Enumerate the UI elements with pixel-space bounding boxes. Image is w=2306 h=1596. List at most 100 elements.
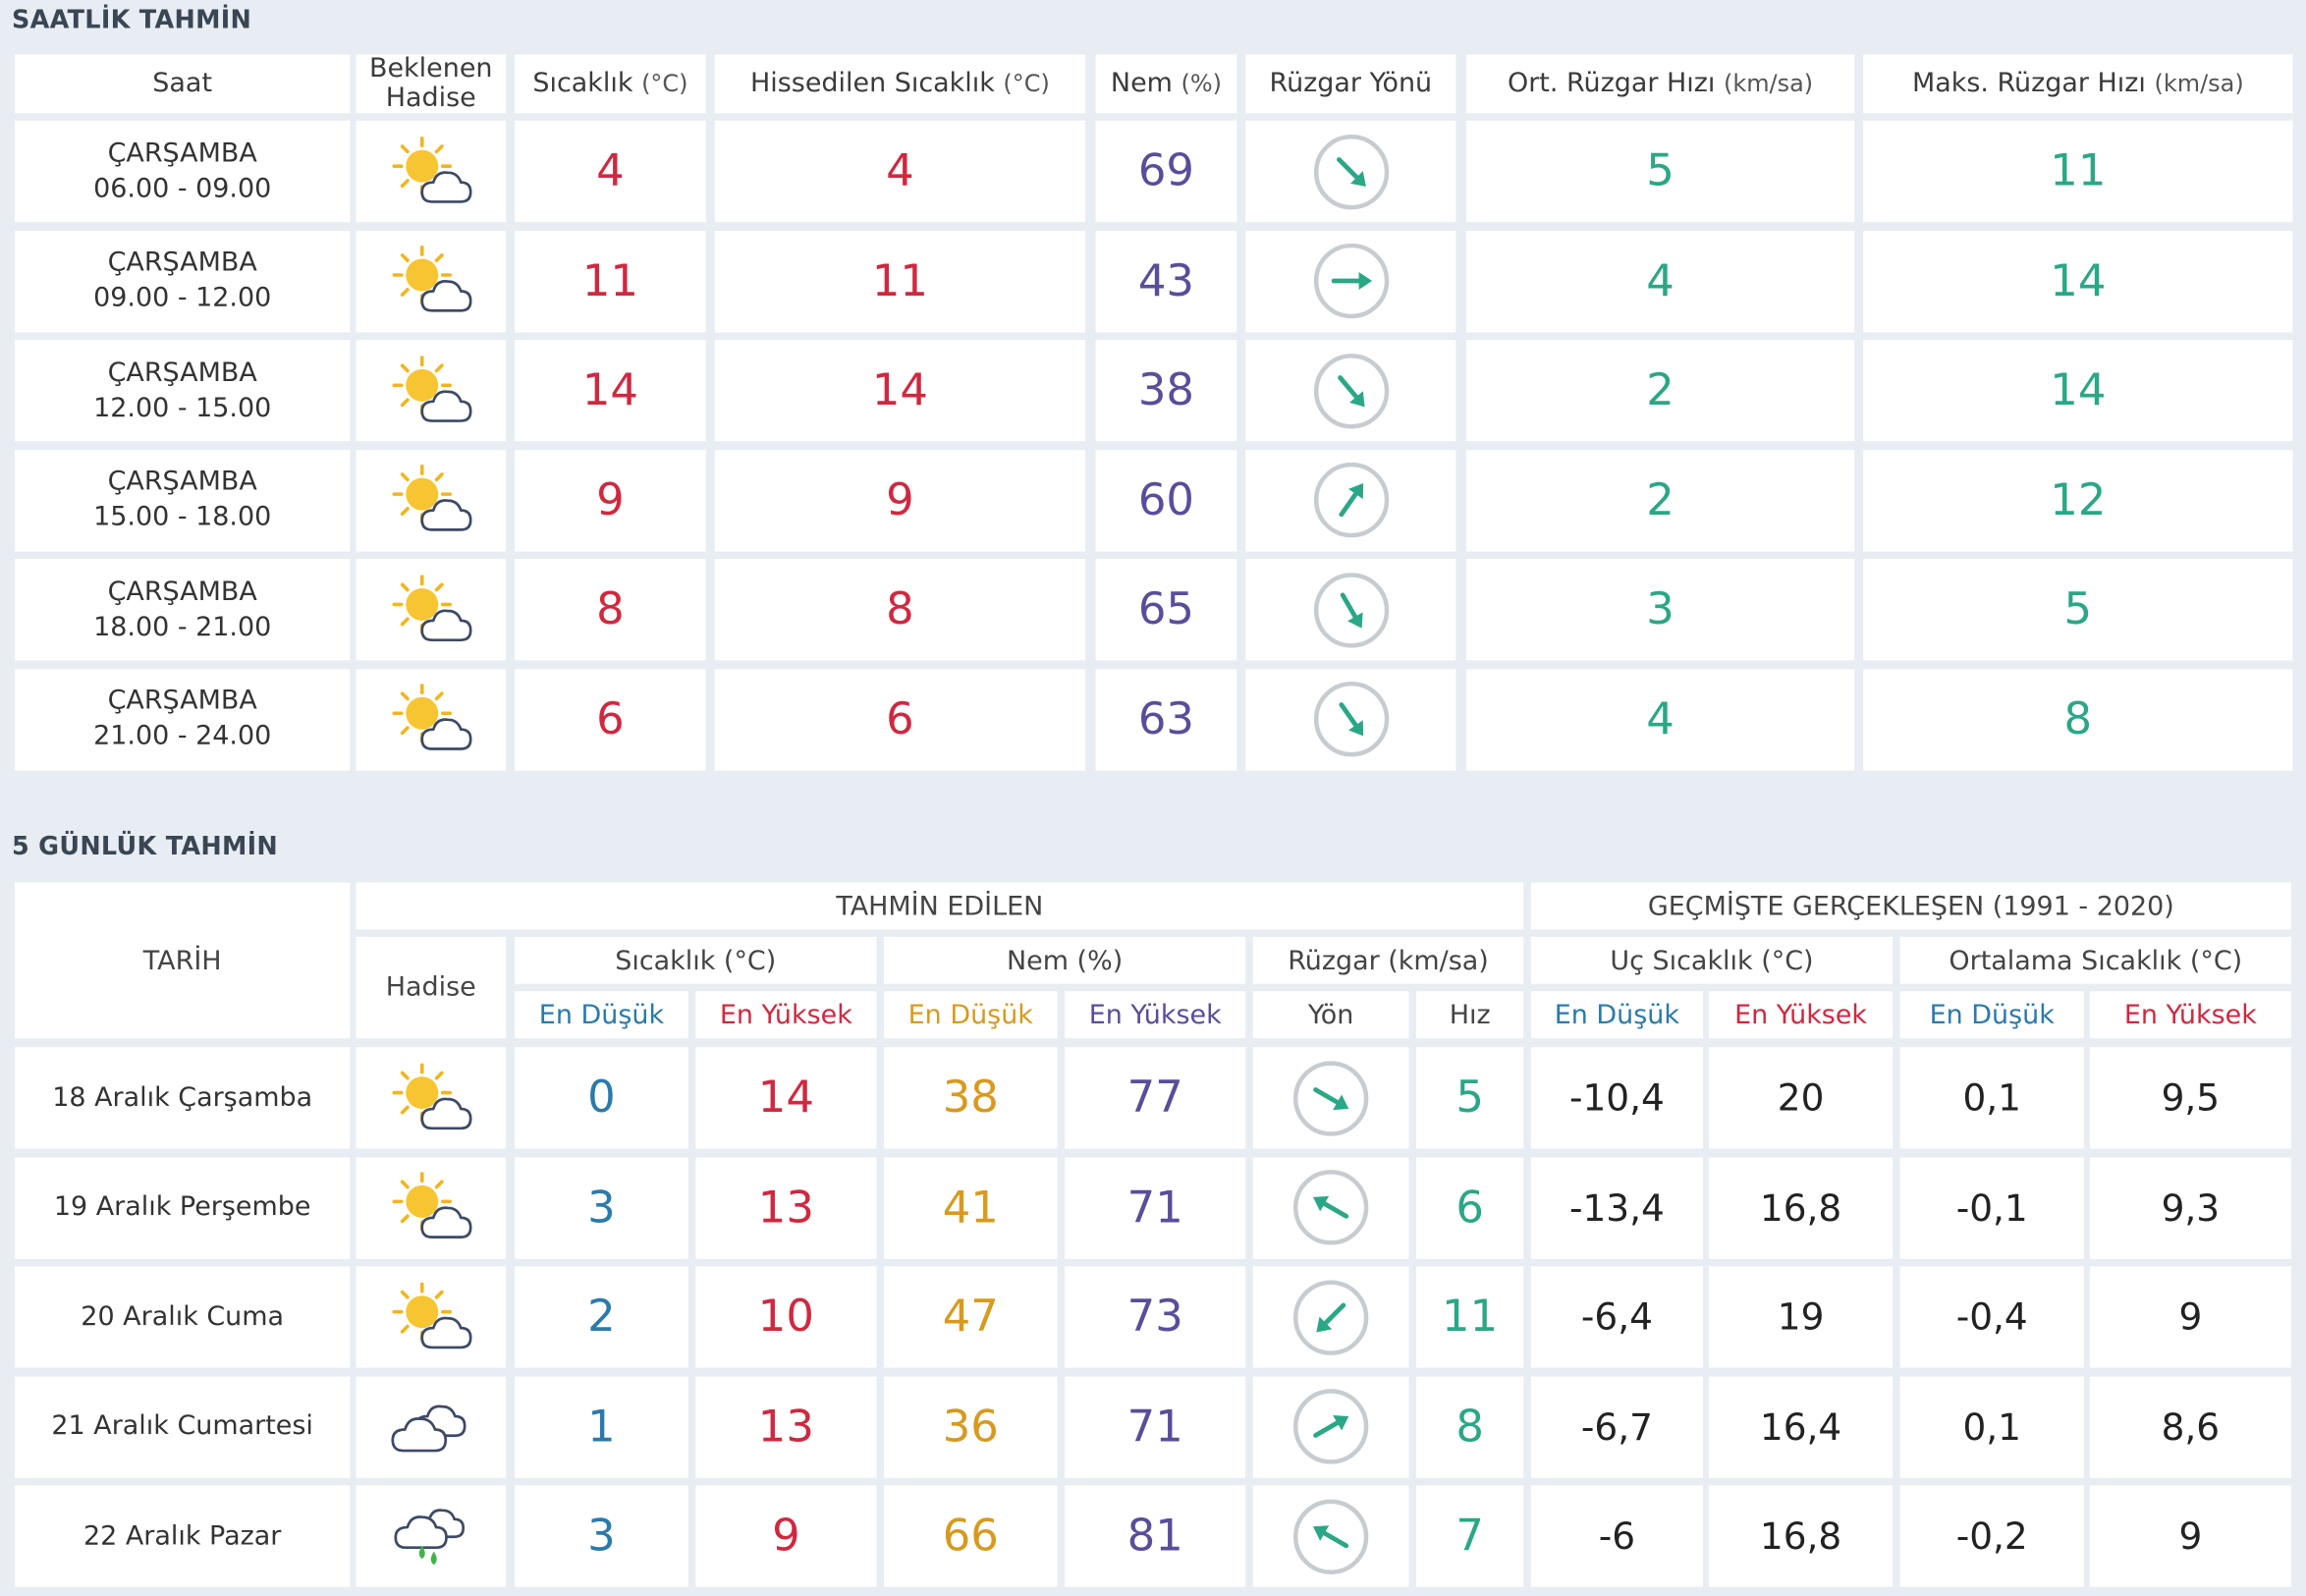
daily-temp-low-value: 2 (587, 1291, 616, 1344)
daily-temp-low-cell: 3 (515, 1156, 688, 1259)
wind-direction-arrow-icon (1309, 131, 1392, 213)
hourly-wind-max-cell: 14 (1863, 230, 2293, 332)
daily-humidity-high-cell: 81 (1065, 1485, 1246, 1587)
hourly-feels-cell: 11 (714, 230, 1086, 332)
header-sicaklik: Sıcaklık (°C) (515, 54, 706, 114)
hourly-temp-value: 9 (596, 473, 625, 526)
hourly-hadise-cell (356, 230, 507, 332)
partly-cloudy-icon (387, 1172, 475, 1242)
daily-wind-speed-value: 5 (1455, 1072, 1484, 1125)
hourly-wind-avg-cell: 2 (1465, 339, 1855, 442)
daily-humidity-low-cell: 41 (883, 1156, 1058, 1259)
daily-avg-high-cell: 9,5 (2089, 1047, 2291, 1149)
hourly-feels-value: 8 (886, 583, 914, 635)
daily-wind-speed-value: 8 (1455, 1401, 1484, 1453)
hourly-wind-avg-value: 4 (1646, 254, 1675, 307)
hourly-time-cell: ÇARŞAMBA 15.00 - 18.00 (14, 449, 351, 551)
daily-record-low-value: -10,4 (1568, 1076, 1665, 1120)
daily-humidity-high-cell: 77 (1065, 1047, 1246, 1149)
header-tarih-label: TARİH (142, 945, 222, 976)
partly-cloudy-icon (387, 136, 475, 207)
hourly-wind-dir-cell (1245, 230, 1456, 332)
daily-temp-high-value: 10 (757, 1291, 814, 1344)
daily-avg-high-value: 9,5 (2161, 1076, 2221, 1120)
header-hadise-label: Hadise (385, 971, 476, 1004)
daily-record-high-value: 20 (1777, 1076, 1825, 1120)
hourly-wind-dir-cell (1245, 559, 1456, 661)
daily-humidity-high-value: 81 (1126, 1510, 1183, 1563)
hourly-wind-avg-cell: 2 (1465, 449, 1855, 551)
wind-direction-arrow-icon (1290, 1386, 1372, 1468)
hourly-feels-value: 11 (871, 254, 928, 307)
subheader-avg-low: En Düşük (1899, 991, 2084, 1039)
daily-record-low-value: -6,7 (1580, 1404, 1653, 1449)
wind-direction-arrow-icon (1309, 678, 1392, 760)
hourly-humidity-cell: 60 (1095, 449, 1237, 551)
daily-hadise-cell (356, 1375, 507, 1478)
subheader-temp-high: En Yüksek (695, 991, 877, 1039)
header-ruzgar-yonu: Rüzgar Yönü (1245, 54, 1456, 114)
subheader-avg-high-label: En Yüksek (2123, 999, 2257, 1030)
daily-date-label: 21 Aralık Cumartesi (51, 1410, 313, 1442)
daily-avg-high-value: 9 (2178, 1295, 2203, 1339)
hourly-feels-cell: 6 (714, 668, 1086, 770)
daily-date-cell: 18 Aralık Çarşamba (14, 1047, 351, 1149)
subheader-humidity-high-label: En Yüksek (1088, 999, 1222, 1030)
daily-avg-low-value: -0,4 (1955, 1295, 2028, 1339)
hourly-wind-avg-value: 2 (1646, 364, 1675, 416)
subheader-record-low: En Düşük (1530, 991, 1703, 1039)
daily-date-label: 22 Aralık Pazar (82, 1519, 282, 1552)
daily-date-cell: 21 Aralık Cumartesi (14, 1375, 351, 1478)
daily-temp-high-value: 13 (757, 1401, 814, 1453)
hourly-time-range: 06.00 - 09.00 (93, 172, 272, 204)
daily-avg-low-value: 0,1 (1962, 1076, 2021, 1120)
hourly-day-label: ÇARŞAMBA (107, 357, 257, 388)
hourly-temp-cell: 8 (515, 559, 706, 661)
hourly-humidity-cell: 43 (1095, 230, 1237, 332)
header-sicaklik-label: Sıcaklık (°C) (615, 945, 777, 976)
hourly-wind-max-cell: 11 (1863, 120, 2293, 223)
daily-hadise-cell (356, 1047, 507, 1149)
hourly-wind-max-cell: 12 (1863, 449, 2293, 551)
daily-avg-high-value: 8,6 (2161, 1404, 2221, 1449)
daily-wind-speed-value: 11 (1442, 1291, 1499, 1344)
daily-avg-low-cell: 0,1 (1899, 1375, 2084, 1478)
hourly-time-range: 21.00 - 24.00 (93, 720, 272, 752)
daily-avg-low-cell: -0,2 (1899, 1485, 2084, 1587)
header-tarih: TARİH (14, 882, 351, 1039)
hourly-feels-cell: 9 (714, 449, 1086, 551)
hourly-time-range: 15.00 - 18.00 (93, 501, 272, 533)
daily-record-low-value: -13,4 (1568, 1185, 1665, 1230)
daily-record-high-cell: 16,4 (1708, 1375, 1894, 1478)
header-ort-ruzgar: Ort. Rüzgar Hızı (km/sa) (1465, 54, 1855, 114)
daily-humidity-high-value: 71 (1126, 1182, 1183, 1234)
header-hissedilen-unit: (°C) (1003, 69, 1050, 97)
daily-humidity-low-value: 38 (942, 1072, 999, 1125)
header-sicaklik-unit: (°C) (641, 69, 688, 97)
daily-record-low-cell: -10,4 (1530, 1047, 1703, 1149)
daily-avg-low-value: -0,2 (1955, 1514, 2028, 1558)
header-ortalama-sicaklik: Ortalama Sıcaklık (°C) (1899, 936, 2291, 984)
hourly-wind-avg-cell: 4 (1465, 668, 1855, 770)
subheader-avg-high: En Yüksek (2089, 991, 2291, 1039)
daily-section-title: 5 GÜNLÜK TAHMİN (11, 832, 279, 862)
daily-temp-low-cell: 0 (515, 1047, 688, 1149)
hourly-wind-avg-cell: 3 (1465, 559, 1855, 661)
header-tahmin-edilen-label: TAHMİN EDİLEN (836, 890, 1044, 922)
daily-temp-low-cell: 2 (515, 1266, 688, 1368)
header-nem-label: Nem (%) (1006, 945, 1124, 976)
daily-record-low-cell: -13,4 (1530, 1156, 1703, 1259)
hourly-temp-cell: 14 (515, 339, 706, 442)
daily-wind-speed-value: 7 (1455, 1510, 1484, 1563)
hourly-wind-max-value: 14 (2050, 254, 2107, 307)
daily-wind-speed-value: 6 (1455, 1182, 1484, 1234)
hourly-temp-value: 6 (596, 693, 625, 745)
header-gecmis-label: GEÇMİŞTE GERÇEKLEŞEN (1991 - 2020) (1647, 890, 2174, 922)
hourly-wind-avg-value: 2 (1646, 473, 1675, 526)
daily-wind-speed-cell: 6 (1415, 1156, 1524, 1259)
daily-record-low-cell: -6,7 (1530, 1375, 1703, 1478)
daily-wind-speed-cell: 7 (1415, 1485, 1524, 1587)
hourly-day-label: ÇARŞAMBA (107, 247, 257, 279)
header-sicaklik: Sıcaklık (°C) (515, 936, 877, 984)
wind-direction-arrow-icon (1290, 1057, 1372, 1139)
